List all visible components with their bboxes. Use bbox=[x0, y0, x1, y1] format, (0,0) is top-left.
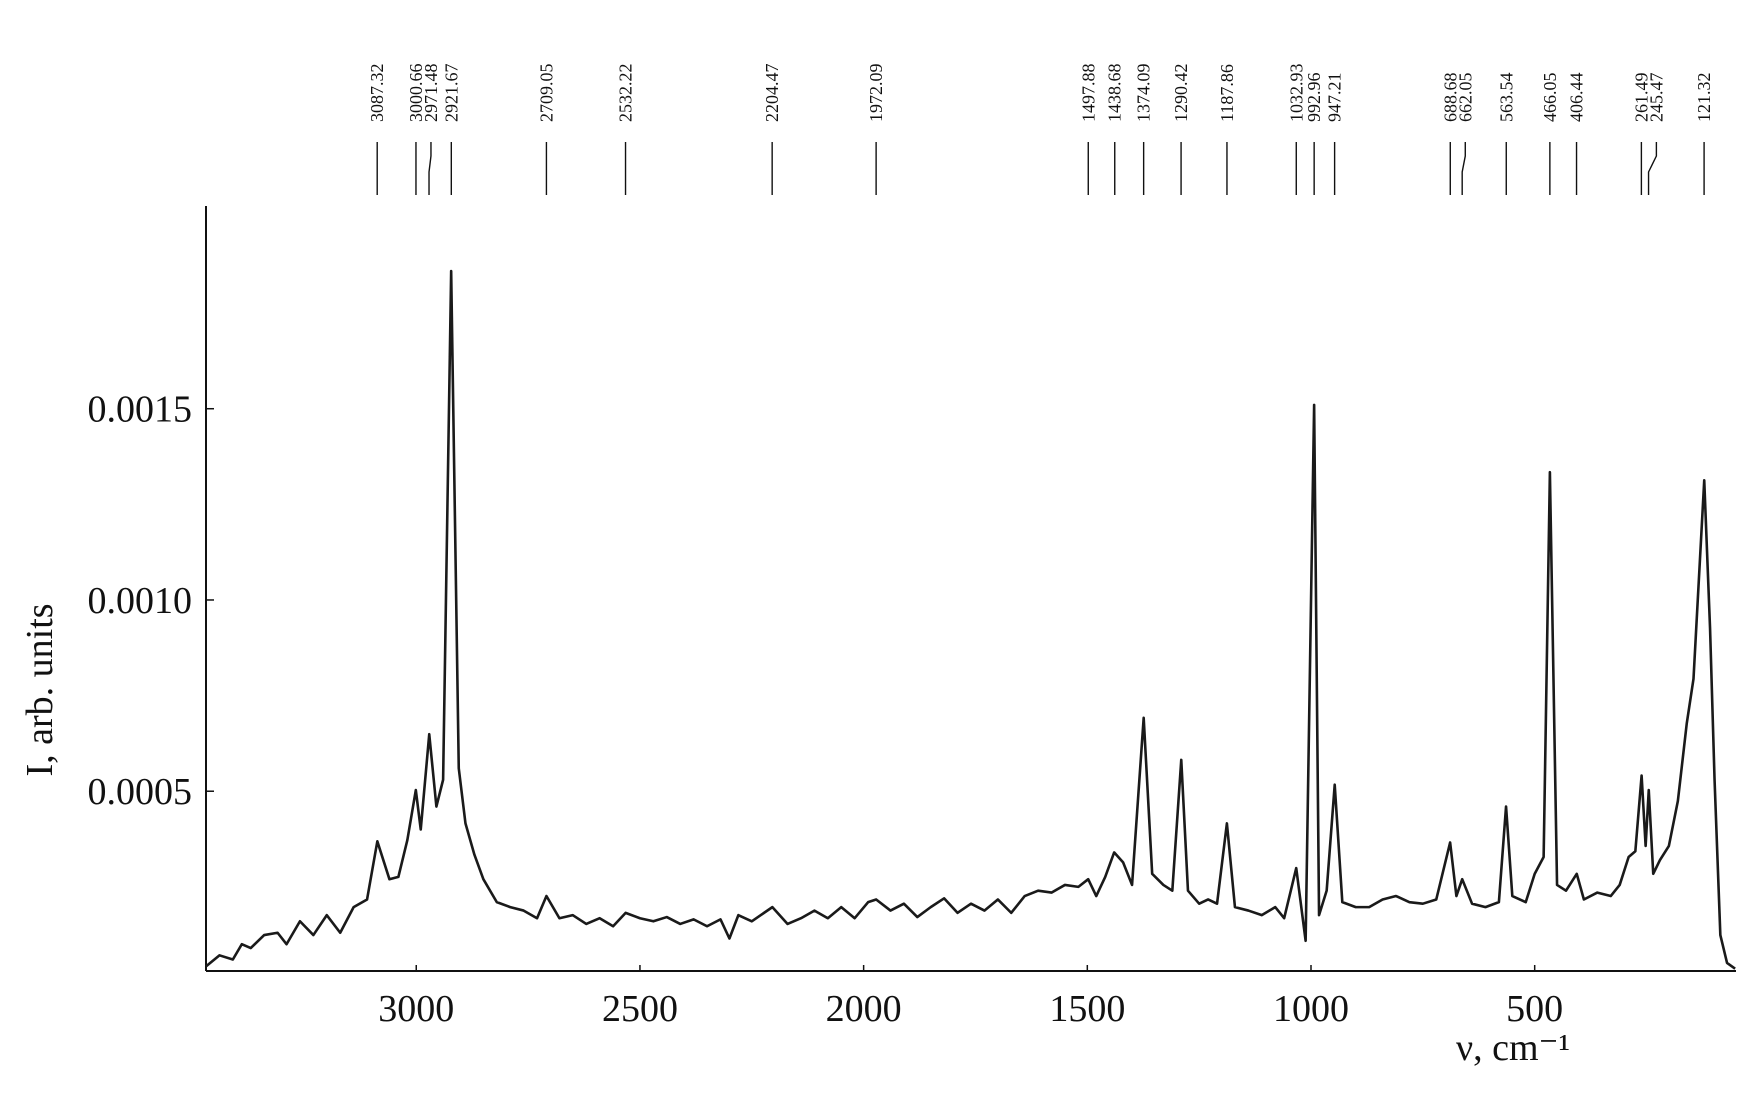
peak-label: 1438.68 bbox=[1105, 64, 1125, 123]
spectrum-line bbox=[205, 269, 1736, 970]
x-tick-label: 2000 bbox=[826, 988, 902, 1030]
peak-label: 245.47 bbox=[1646, 73, 1666, 123]
peak-label: 662.05 bbox=[1455, 73, 1475, 123]
peak-label: 2921.67 bbox=[441, 64, 461, 123]
peak-label: 2971.48 bbox=[421, 64, 441, 123]
x-tick-label: 1500 bbox=[1049, 988, 1125, 1030]
peak-label: 947.21 bbox=[1325, 73, 1345, 123]
y-tick-label: 0.0015 bbox=[88, 389, 193, 431]
x-tick-label: 2500 bbox=[602, 988, 678, 1030]
peak-label: 261.49 bbox=[1631, 73, 1651, 123]
peak-label: 2709.05 bbox=[536, 64, 556, 123]
y-tick-label: 0.0010 bbox=[88, 580, 193, 622]
peak-label: 2204.47 bbox=[762, 64, 782, 123]
peak-label: 1374.09 bbox=[1134, 64, 1154, 123]
x-tick-label: 3000 bbox=[378, 988, 454, 1030]
peak-marker bbox=[428, 142, 432, 195]
peak-label: 121.32 bbox=[1694, 73, 1714, 123]
peak-label: 406.44 bbox=[1567, 73, 1587, 123]
x-tick-label: 500 bbox=[1506, 988, 1563, 1030]
peak-label: 1032.93 bbox=[1286, 64, 1306, 123]
peak-label: 1972.09 bbox=[866, 64, 886, 123]
y-tick-label: 0.0005 bbox=[88, 771, 193, 813]
peak-label: 1497.88 bbox=[1078, 64, 1098, 123]
x-tick-label: 1000 bbox=[1273, 988, 1349, 1030]
peak-marker bbox=[1461, 142, 1466, 195]
peak-label: 563.54 bbox=[1496, 73, 1516, 123]
y-axis-title: I, arb. units bbox=[19, 603, 61, 776]
peak-label: 1290.42 bbox=[1171, 64, 1191, 123]
peak-label: 466.05 bbox=[1540, 73, 1560, 123]
peak-label: 3087.32 bbox=[367, 64, 387, 123]
peak-label: 2532.22 bbox=[616, 64, 636, 123]
peak-label: 3000.66 bbox=[406, 64, 426, 123]
x-axis-title: ν, cm⁻¹ bbox=[1456, 1027, 1570, 1069]
peak-label: 688.68 bbox=[1440, 73, 1460, 123]
peak-label: 1187.86 bbox=[1217, 64, 1237, 122]
peak-label: 992.96 bbox=[1304, 73, 1324, 123]
peak-marker bbox=[1647, 142, 1658, 195]
